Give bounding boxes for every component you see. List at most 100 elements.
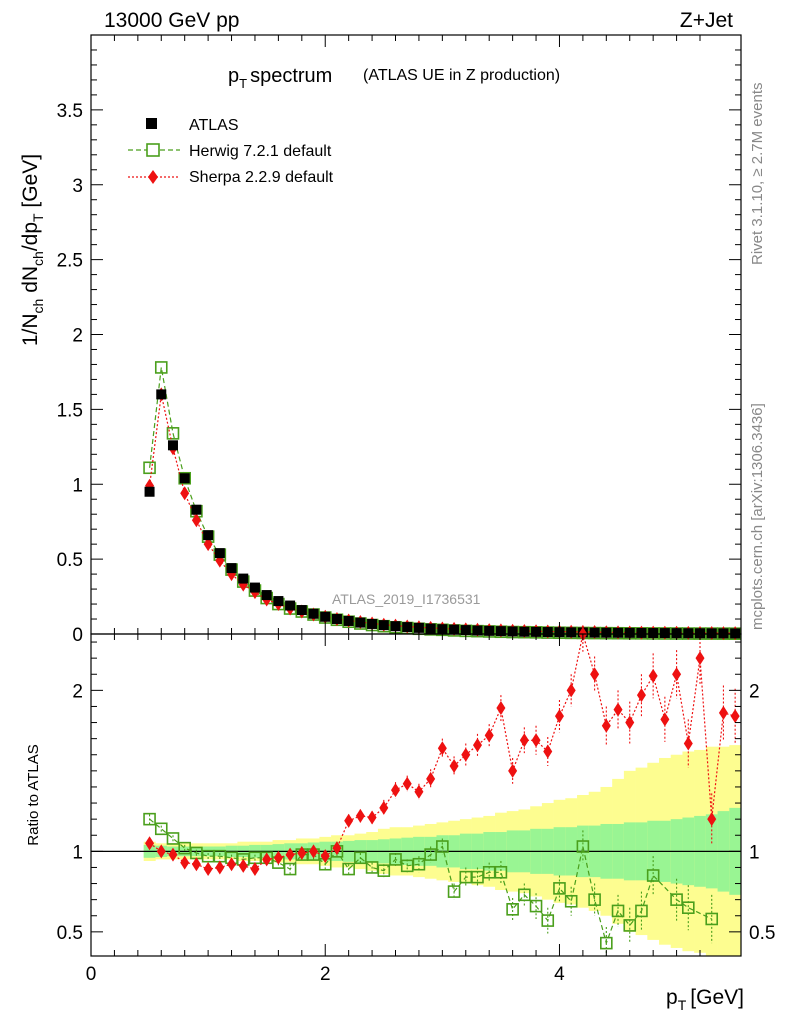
data-point xyxy=(508,763,518,778)
data-point xyxy=(553,882,566,895)
ylabel-part: dN xyxy=(19,266,42,299)
data-point xyxy=(215,860,225,875)
data-point xyxy=(143,461,156,475)
data-point xyxy=(484,728,494,743)
data-point xyxy=(496,701,506,716)
data-point xyxy=(461,747,471,762)
data-point xyxy=(554,709,564,724)
data-point xyxy=(695,651,705,666)
data-point xyxy=(156,389,167,400)
data-point xyxy=(660,712,670,727)
ylabel-part: 1/N xyxy=(19,313,42,346)
legend-label-atlas: ATLAS xyxy=(189,117,239,134)
chart-title-sub: T xyxy=(239,76,247,91)
header-process-label: Z+Jet xyxy=(680,9,733,32)
ylabel-part: [GeV] xyxy=(19,154,42,214)
data-point xyxy=(519,626,530,637)
analysis-watermark: ATLAS_2019_I1736531 xyxy=(332,591,481,607)
data-point xyxy=(167,440,178,451)
data-point xyxy=(389,853,402,866)
data-point xyxy=(566,627,577,638)
data-point xyxy=(601,718,611,733)
legend-marker-sherpa xyxy=(148,170,158,184)
data-point xyxy=(214,548,225,559)
ratio-frame xyxy=(90,633,742,957)
data-point xyxy=(309,844,319,859)
data-point xyxy=(180,855,190,870)
data-point xyxy=(367,810,377,825)
ylabel-sub: ch xyxy=(30,251,46,266)
data-point xyxy=(412,857,426,871)
y-tick-label-right: 0.5 xyxy=(749,923,775,944)
rivet-version-label: Rivet 3.1.10, ≥ 2.7M events xyxy=(749,83,766,266)
data-point xyxy=(413,622,424,633)
data-point xyxy=(636,627,647,638)
data-point xyxy=(377,864,391,877)
data-point xyxy=(320,849,330,864)
data-point xyxy=(342,862,355,876)
data-point xyxy=(437,741,447,756)
xlabel-unit: [GeV] xyxy=(690,986,744,1009)
ylabel-sub: ch xyxy=(30,299,46,314)
data-point xyxy=(261,590,272,601)
data-point xyxy=(168,847,178,862)
data-point xyxy=(447,885,461,898)
data-point xyxy=(203,530,214,541)
data-point xyxy=(683,736,693,751)
data-point xyxy=(600,936,613,950)
y-tick-label: 0.5 xyxy=(57,550,83,571)
legend: ATLAS Herwig 7.2.1 default Sherpa 2.2.9 … xyxy=(128,117,334,186)
data-point xyxy=(191,513,201,528)
y-tick-label: 1 xyxy=(72,475,83,496)
data-point xyxy=(542,627,553,638)
data-point xyxy=(226,563,237,574)
y-tick-label: 2 xyxy=(72,326,83,347)
data-point xyxy=(249,582,260,593)
data-point xyxy=(296,605,307,616)
data-point xyxy=(706,628,717,639)
data-point xyxy=(472,625,483,636)
data-point xyxy=(590,667,600,682)
data-point xyxy=(636,688,646,703)
chart-title: pT spectrum xyxy=(228,65,332,91)
data-point xyxy=(180,486,190,501)
data-point xyxy=(635,904,648,918)
data-point xyxy=(343,615,354,626)
x-tick-label: 4 xyxy=(554,964,565,985)
data-point xyxy=(354,851,367,865)
data-point xyxy=(424,848,437,861)
data-point xyxy=(646,869,660,882)
data-point xyxy=(166,427,180,440)
x-axis: 0 2 4 xyxy=(86,634,701,985)
data-point xyxy=(659,628,670,639)
data-point xyxy=(355,617,366,628)
ratio-plot-area xyxy=(91,627,742,956)
main-panel: 00.511.522.533.5 pT spectrum (ATLAS UE in… xyxy=(19,34,742,646)
data-point xyxy=(367,618,378,629)
data-point xyxy=(273,596,284,607)
data-point xyxy=(613,627,624,638)
data-point xyxy=(308,608,319,619)
ratio-y-axis: 0.5 0.5 1 1 2 2 xyxy=(57,641,775,944)
series-line xyxy=(149,633,736,870)
data-point xyxy=(436,840,449,853)
xlabel-p: p xyxy=(666,986,678,1009)
data-point xyxy=(250,862,260,877)
data-point xyxy=(179,473,190,484)
data-point xyxy=(449,624,460,635)
y-tick-label: 3 xyxy=(72,176,83,197)
legend-label-sherpa: Sherpa 2.2.9 default xyxy=(189,169,334,186)
data-point xyxy=(355,808,365,823)
legend-marker-herwig xyxy=(146,143,160,157)
ylabel-sub: T xyxy=(30,213,46,222)
data-point xyxy=(238,858,248,873)
data-point xyxy=(613,702,623,717)
xlabel-sub: T xyxy=(678,997,687,1013)
data-point xyxy=(425,623,436,634)
data-point xyxy=(143,812,156,826)
chart-title-p: p xyxy=(228,65,239,87)
data-point xyxy=(705,912,719,926)
data-point xyxy=(273,850,283,865)
data-point xyxy=(344,813,354,828)
data-point xyxy=(576,840,590,853)
